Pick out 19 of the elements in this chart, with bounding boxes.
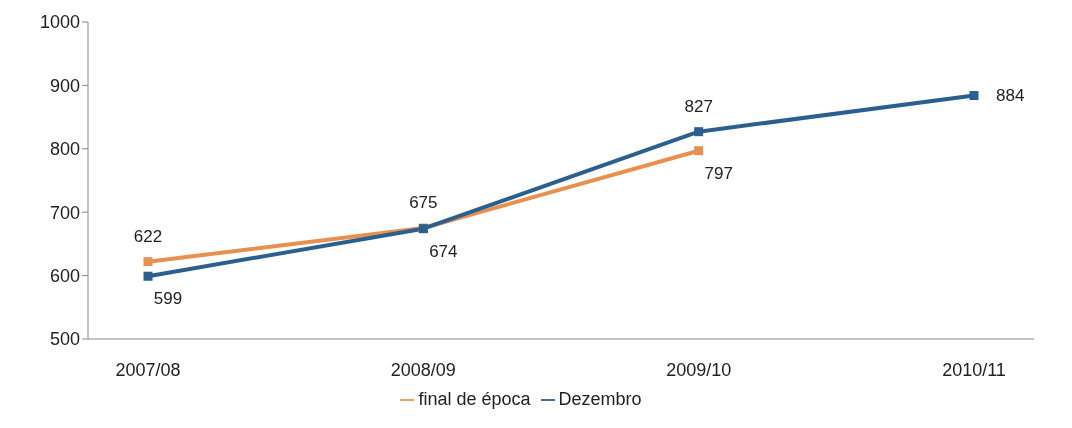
data-label: 884 xyxy=(996,85,1025,105)
x-tick-label: 2008/09 xyxy=(390,359,456,380)
data-label: 675 xyxy=(409,193,438,213)
data-label: 599 xyxy=(153,289,183,309)
y-tick-label: 800 xyxy=(49,139,80,160)
legend-label: Dezembro xyxy=(558,389,642,409)
y-tick-label: 1000 xyxy=(39,12,80,33)
y-tick-label: 500 xyxy=(49,329,80,350)
x-tick-label: 2009/10 xyxy=(666,359,732,380)
y-tick-label: 900 xyxy=(49,75,80,96)
x-tick-label: 2007/08 xyxy=(115,359,181,380)
data-label: 622 xyxy=(133,226,163,246)
legend-label: final de época xyxy=(418,389,531,409)
data-label: 674 xyxy=(429,241,458,261)
y-tick-label: 600 xyxy=(49,265,80,286)
data-label: 827 xyxy=(684,96,713,116)
x-tick-label: 2010/11 xyxy=(942,359,1006,380)
y-tick-label: 700 xyxy=(49,202,80,223)
data-label: 797 xyxy=(704,163,733,183)
